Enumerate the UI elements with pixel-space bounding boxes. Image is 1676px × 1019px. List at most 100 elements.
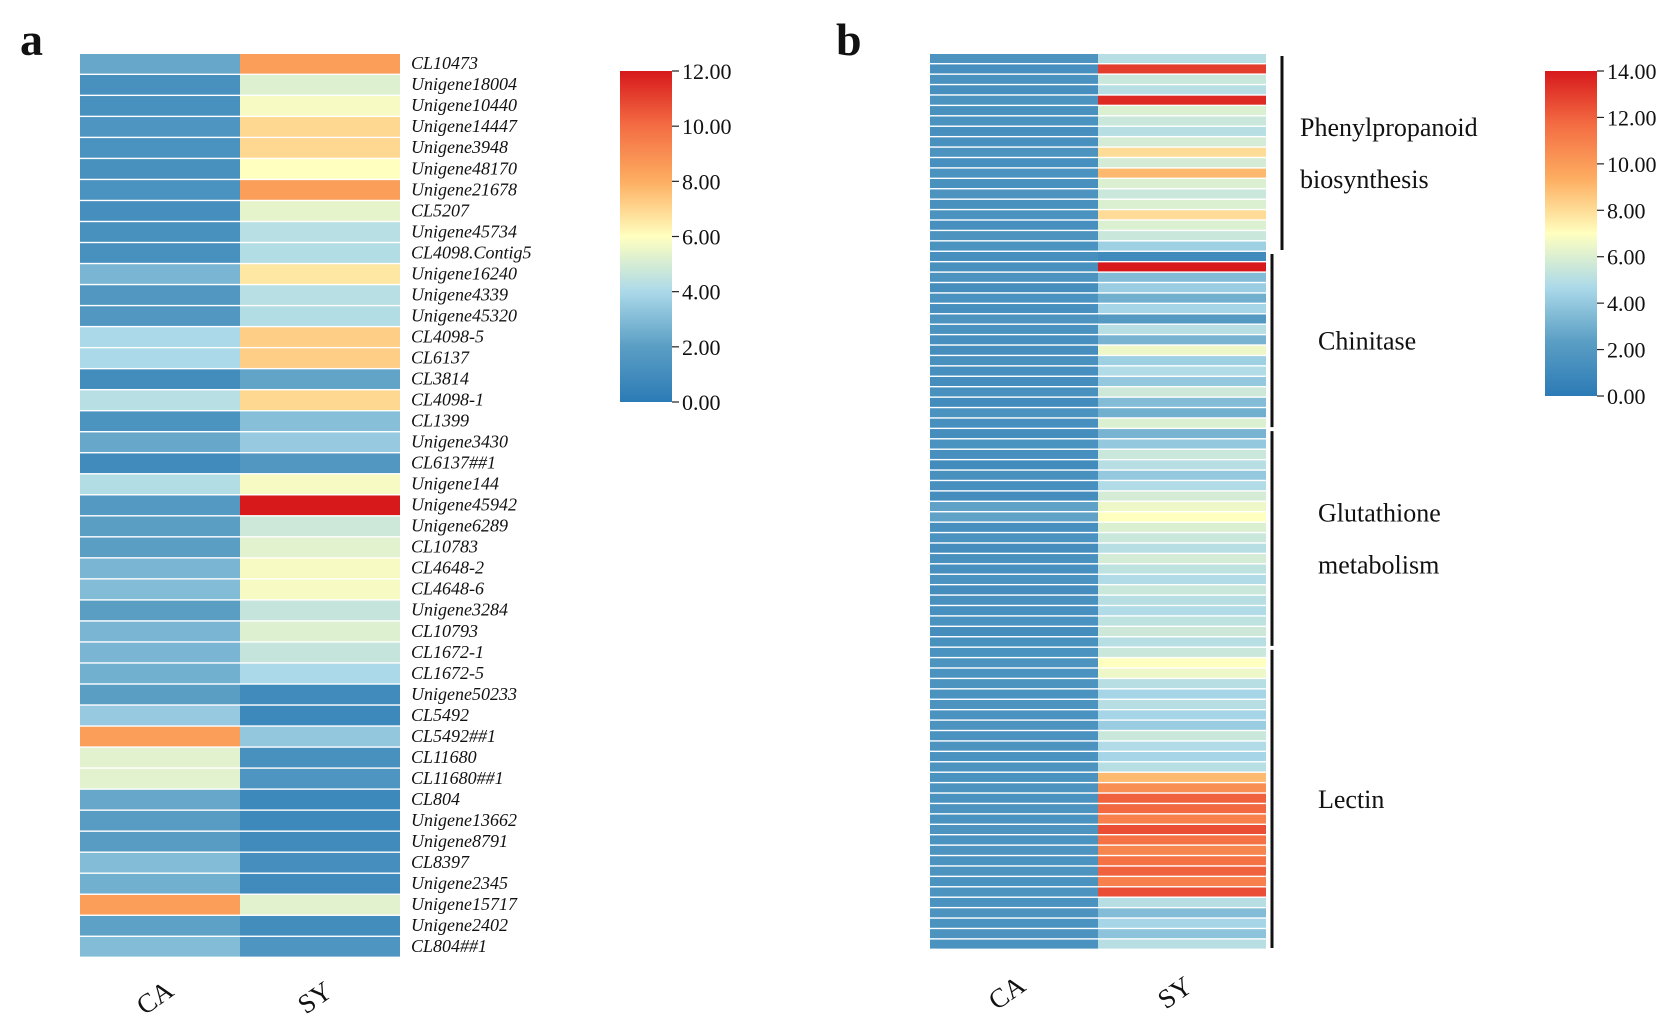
heatmap-cell (240, 75, 400, 95)
heatmap-cell (240, 222, 400, 242)
heatmap-cell (240, 201, 400, 221)
heatmap-cell (930, 137, 1098, 147)
gene-label: Unigene4339 (411, 284, 508, 304)
gene-label: Unigene16240 (411, 263, 517, 283)
heatmap-cell (240, 600, 400, 621)
panel-b-column-labels: CA SY (983, 969, 1198, 1015)
heatmap-cell (930, 699, 1098, 709)
heatmap-cell (1098, 147, 1266, 157)
group-label: Glutathione metabolism (1318, 498, 1441, 579)
heatmap-cell (1098, 710, 1266, 720)
heatmap-cell (1098, 502, 1266, 512)
heatmap-cell (80, 285, 240, 305)
heatmap-cell (1098, 897, 1266, 907)
heatmap-cell (930, 106, 1098, 116)
panel-a-colorbar-gradient (620, 71, 672, 402)
panel-a-colorbar-tick-label: 6.00 (682, 225, 721, 250)
heatmap-cell (80, 159, 240, 179)
heatmap-cell (930, 95, 1098, 105)
heatmap-cell (240, 852, 400, 873)
panel-a-column-label-sy: SY (292, 975, 337, 1019)
heatmap-cell (930, 856, 1098, 866)
heatmap-cell (930, 918, 1098, 928)
heatmap-cell (1098, 199, 1266, 209)
heatmap-cell (1098, 356, 1266, 366)
heatmap-cell (930, 783, 1098, 793)
heatmap-cell (1098, 470, 1266, 480)
gene-label: CL4098-1 (411, 390, 484, 410)
heatmap-cell (80, 705, 240, 726)
heatmap-cell (930, 283, 1098, 293)
heatmap-cell (930, 408, 1098, 418)
heatmap-cell (240, 264, 400, 284)
heatmap-cell (80, 474, 240, 495)
panel-b-column-label-ca: CA (983, 969, 1031, 1015)
heatmap-cell (930, 533, 1098, 543)
heatmap-cell (1098, 835, 1266, 845)
gene-label: CL11680##1 (411, 768, 504, 788)
heatmap-cell (930, 304, 1098, 314)
heatmap-cell (80, 831, 240, 852)
heatmap-cell (930, 689, 1098, 699)
heatmap-cell (240, 621, 400, 642)
heatmap-cell (930, 845, 1098, 855)
heatmap-cell (930, 491, 1098, 501)
heatmap-cell (240, 285, 400, 305)
panel-a-colorbar-tick-label: 10.00 (682, 114, 732, 139)
heatmap-cell (930, 574, 1098, 584)
heatmap-cell (1098, 543, 1266, 553)
panel-b-colorbar-tick-label: 0.00 (1607, 384, 1646, 409)
heatmap-cell (930, 241, 1098, 251)
heatmap-cell (1098, 95, 1266, 105)
heatmap-cell (930, 658, 1098, 668)
heatmap-cell (80, 264, 240, 284)
heatmap-cell (1098, 74, 1266, 84)
heatmap-cell (80, 852, 240, 873)
gene-label: Unigene2402 (411, 915, 508, 935)
heatmap-cell (1098, 418, 1266, 428)
heatmap-cell (80, 138, 240, 158)
heatmap-cell (1098, 554, 1266, 564)
heatmap-cell (1098, 64, 1266, 74)
panel-a-letter: a (20, 14, 43, 65)
heatmap-cell (930, 220, 1098, 230)
heatmap-cell (240, 54, 400, 74)
heatmap-cell (1098, 158, 1266, 168)
heatmap-cell (930, 116, 1098, 126)
heatmap-cell (930, 668, 1098, 678)
gene-label: Unigene13662 (411, 810, 517, 830)
heatmap-cell (1098, 293, 1266, 303)
heatmap-cell (1098, 574, 1266, 584)
heatmap-cell (240, 537, 400, 558)
heatmap-cell (240, 663, 400, 684)
gene-label: CL6137 (411, 347, 470, 367)
heatmap-cell (930, 158, 1098, 168)
heatmap-cell (1098, 408, 1266, 418)
heatmap-cell (1098, 772, 1266, 782)
panel-a-colorbar-tick-label: 0.00 (682, 390, 721, 415)
heatmap-cell (240, 453, 400, 474)
gene-label: CL11680 (411, 747, 477, 767)
panel-a-colorbar: 0.00 2.00 4.00 6.00 8.00 10.00 12.00 (620, 59, 732, 415)
heatmap-cell (80, 96, 240, 116)
gene-label: Unigene14447 (411, 116, 518, 136)
heatmap-cell (1098, 877, 1266, 887)
heatmap-cell (80, 369, 240, 389)
heatmap-cell (80, 75, 240, 95)
heatmap-cell (1098, 804, 1266, 814)
gene-label: CL4648-6 (411, 579, 484, 599)
heatmap-cell (930, 720, 1098, 730)
heatmap-cell (80, 873, 240, 894)
heatmap-cell (930, 470, 1098, 480)
heatmap-cell (1098, 168, 1266, 178)
heatmap-cell (80, 600, 240, 621)
panel-a-column-labels: CA SY (131, 974, 338, 1019)
heatmap-cell (80, 684, 240, 705)
heatmap-cell (930, 793, 1098, 803)
heatmap-cell (1098, 397, 1266, 407)
gene-label: CL8397 (411, 852, 470, 872)
heatmap-cell (930, 804, 1098, 814)
heatmap-cell (1098, 887, 1266, 897)
heatmap-cell (930, 345, 1098, 355)
heatmap-cell (80, 180, 240, 200)
